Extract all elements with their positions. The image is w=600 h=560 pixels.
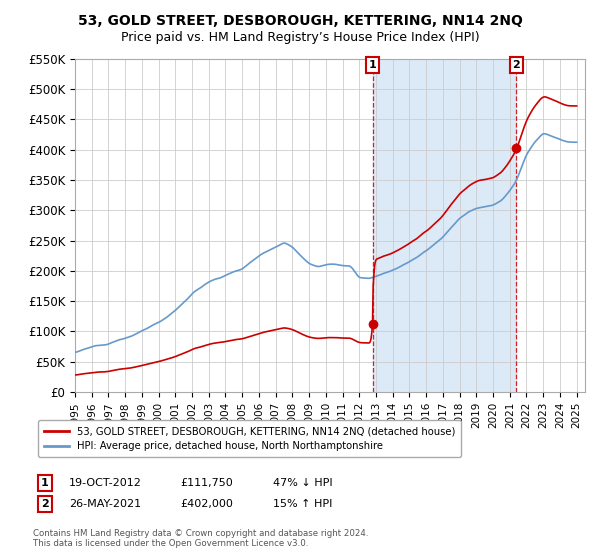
Text: 53, GOLD STREET, DESBOROUGH, KETTERING, NN14 2NQ: 53, GOLD STREET, DESBOROUGH, KETTERING, … bbox=[77, 14, 523, 28]
Legend: 53, GOLD STREET, DESBOROUGH, KETTERING, NN14 2NQ (detached house), HPI: Average : 53, GOLD STREET, DESBOROUGH, KETTERING, … bbox=[38, 420, 461, 457]
Text: 19-OCT-2012: 19-OCT-2012 bbox=[69, 478, 142, 488]
Text: 2: 2 bbox=[512, 60, 520, 70]
Text: Contains HM Land Registry data © Crown copyright and database right 2024.: Contains HM Land Registry data © Crown c… bbox=[33, 529, 368, 538]
Text: 2: 2 bbox=[41, 499, 49, 509]
Text: Price paid vs. HM Land Registry’s House Price Index (HPI): Price paid vs. HM Land Registry’s House … bbox=[121, 31, 479, 44]
Text: £111,750: £111,750 bbox=[180, 478, 233, 488]
Bar bbox=[373, 59, 517, 392]
Text: 47% ↓ HPI: 47% ↓ HPI bbox=[273, 478, 332, 488]
Text: 1: 1 bbox=[41, 478, 49, 488]
Text: 26-MAY-2021: 26-MAY-2021 bbox=[69, 499, 141, 509]
Text: 1: 1 bbox=[369, 60, 377, 70]
Text: £402,000: £402,000 bbox=[180, 499, 233, 509]
Text: 15% ↑ HPI: 15% ↑ HPI bbox=[273, 499, 332, 509]
Text: This data is licensed under the Open Government Licence v3.0.: This data is licensed under the Open Gov… bbox=[33, 539, 308, 548]
